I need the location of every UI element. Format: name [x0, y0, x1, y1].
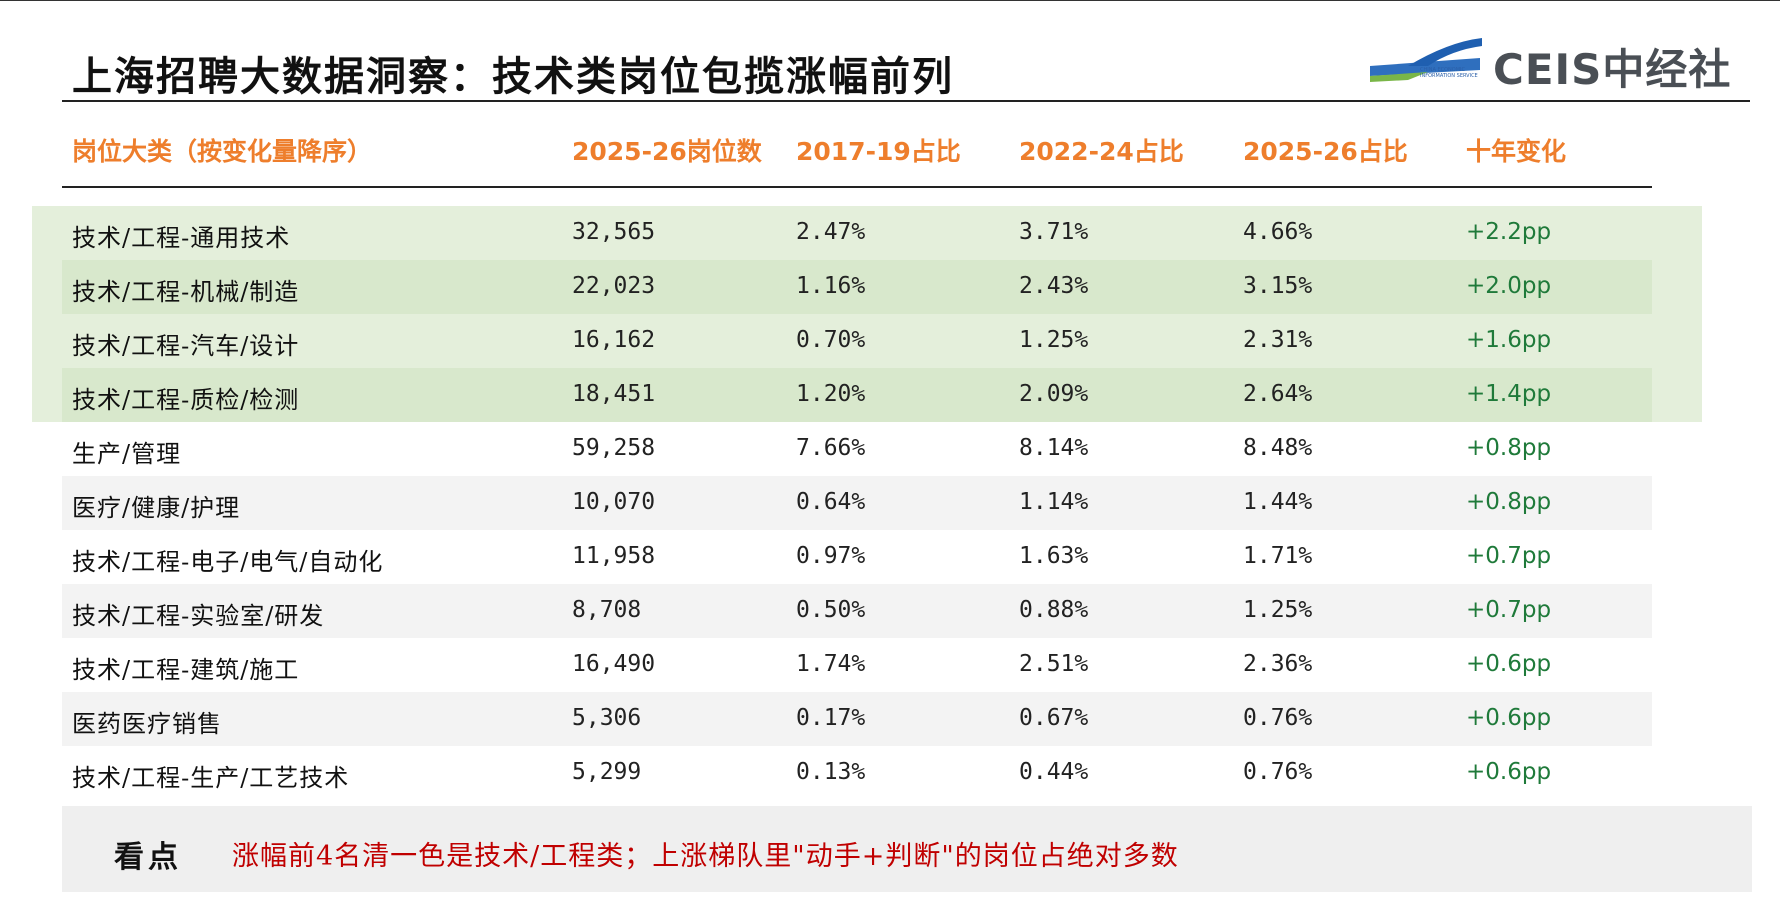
- row-count: 11,958: [572, 543, 656, 569]
- header-share-2022: 2022-24占比: [1019, 137, 1184, 166]
- row-category: 技术/工程-实验室/研发: [72, 602, 325, 630]
- row-count: 5,306: [572, 705, 642, 731]
- page-title: 上海招聘大数据洞察：技术类岗位包揽涨幅前列: [72, 53, 954, 100]
- row-share-2017: 0.13%: [796, 759, 866, 785]
- row-category: 技术/工程-电子/电气/自动化: [72, 548, 384, 576]
- row-share-2017: 0.97%: [796, 543, 866, 569]
- row-share-2022: 3.71%: [1019, 219, 1089, 245]
- row-share-2025: 3.15%: [1243, 273, 1313, 299]
- row-category: 技术/工程-生产/工艺技术: [72, 764, 350, 792]
- logo-subtitle: CHINA ECONOMIC INFORMATION SERVICE: [1420, 67, 1478, 79]
- table-body: 技术/工程-通用技术 32,565 2.47% 3.71% 4.66% +2.2pp 技术/…: [62, 206, 1652, 800]
- row-share-2022: 0.44%: [1019, 759, 1089, 785]
- row-change: +0.7pp: [1466, 543, 1552, 569]
- row-share-2022: 8.14%: [1019, 435, 1089, 461]
- row-change: +1.4pp: [1466, 381, 1552, 407]
- row-share-2022: 1.14%: [1019, 489, 1089, 515]
- row-share-2022: 1.25%: [1019, 327, 1089, 353]
- row-count: 22,023: [572, 273, 656, 299]
- table-row: 技术/工程-通用技术 32,565 2.47% 3.71% 4.66% +2.2pp: [62, 206, 1652, 260]
- row-count: 10,070: [572, 489, 656, 515]
- row-share-2025: 1.44%: [1243, 489, 1313, 515]
- table-row: 技术/工程-实验室/研发 8,708 0.50% 0.88% 1.25% +0.7pp: [62, 584, 1652, 638]
- table-row: 医疗/健康/护理 10,070 0.64% 1.14% 1.44% +0.8pp: [62, 476, 1652, 530]
- row-change: +0.8pp: [1466, 435, 1552, 461]
- row-share-2025: 0.76%: [1243, 759, 1313, 785]
- row-category: 生产/管理: [72, 440, 182, 468]
- callout-text: 涨幅前4名清一色是技术/工程类；上涨梯队里"动手+判断"的岗位占绝对多数: [232, 841, 1179, 872]
- row-share-2017: 1.16%: [796, 273, 866, 299]
- table-row: 技术/工程-电子/电气/自动化 11,958 0.97% 1.63% 1.71% +0.7…: [62, 530, 1652, 584]
- row-share-2022: 2.43%: [1019, 273, 1089, 299]
- table-row: 技术/工程-建筑/施工 16,490 1.74% 2.51% 2.36% +0.6pp: [62, 638, 1652, 692]
- header-count: 2025-26岗位数: [572, 137, 762, 166]
- row-share-2025: 2.36%: [1243, 651, 1313, 677]
- header-category: 岗位大类（按变化量降序）: [72, 137, 373, 166]
- row-share-2025: 1.25%: [1243, 597, 1313, 623]
- row-category: 医药医疗销售: [72, 710, 222, 738]
- row-share-2017: 0.50%: [796, 597, 866, 623]
- header-share-2017: 2017-19占比: [796, 137, 961, 166]
- row-category: 技术/工程-建筑/施工: [72, 656, 300, 684]
- table-row: 医药医疗销售 5,306 0.17% 0.67% 0.76% +0.6pp: [62, 692, 1652, 746]
- row-count: 16,490: [572, 651, 656, 677]
- row-count: 32,565: [572, 219, 656, 245]
- row-count: 59,258: [572, 435, 656, 461]
- table-row: 技术/工程-质检/检测 18,451 1.20% 2.09% 2.64% +1.4pp: [62, 368, 1652, 422]
- row-share-2017: 2.47%: [796, 219, 866, 245]
- table-row: 技术/工程-汽车/设计 16,162 0.70% 1.25% 2.31% +1.6pp: [62, 314, 1652, 368]
- row-change: +0.6pp: [1466, 705, 1552, 731]
- row-category: 技术/工程-质检/检测: [72, 386, 300, 414]
- header-share-2025: 2025-26占比: [1243, 137, 1408, 166]
- title-divider: [62, 100, 1750, 102]
- row-share-2017: 1.20%: [796, 381, 866, 407]
- row-count: 5,299: [572, 759, 642, 785]
- row-category: 技术/工程-机械/制造: [72, 278, 300, 306]
- row-change: +0.6pp: [1466, 651, 1552, 677]
- row-share-2025: 4.66%: [1243, 219, 1313, 245]
- row-change: +2.2pp: [1466, 219, 1552, 245]
- row-share-2017: 1.74%: [796, 651, 866, 677]
- row-share-2025: 2.64%: [1243, 381, 1313, 407]
- table-row: 技术/工程-生产/工艺技术 5,299 0.13% 0.44% 0.76% +0.6pp: [62, 746, 1652, 800]
- logo-swoosh-icon: [1370, 38, 1482, 82]
- row-share-2022: 1.63%: [1019, 543, 1089, 569]
- row-share-2022: 2.09%: [1019, 381, 1089, 407]
- table-row: 技术/工程-机械/制造 22,023 1.16% 2.43% 3.15% +2.0pp: [62, 260, 1652, 314]
- row-category: 技术/工程-汽车/设计: [72, 332, 300, 360]
- row-change: +1.6pp: [1466, 327, 1552, 353]
- row-share-2025: 0.76%: [1243, 705, 1313, 731]
- row-share-2025: 2.31%: [1243, 327, 1313, 353]
- row-share-2022: 2.51%: [1019, 651, 1089, 677]
- row-share-2017: 0.64%: [796, 489, 866, 515]
- top-border-line: [0, 0, 1780, 1]
- row-category: 技术/工程-通用技术: [72, 224, 291, 252]
- row-count: 18,451: [572, 381, 656, 407]
- row-share-2017: 0.70%: [796, 327, 866, 353]
- row-change: +2.0pp: [1466, 273, 1552, 299]
- row-share-2025: 1.71%: [1243, 543, 1313, 569]
- row-change: +0.7pp: [1466, 597, 1552, 623]
- row-count: 16,162: [572, 327, 656, 353]
- row-change: +0.8pp: [1466, 489, 1552, 515]
- row-share-2017: 7.66%: [796, 435, 866, 461]
- row-count: 8,708: [572, 597, 642, 623]
- row-change: +0.6pp: [1466, 759, 1552, 785]
- ceis-logo: CHINA ECONOMIC INFORMATION SERVICE CEIS中…: [1368, 36, 1753, 94]
- callout-box: 看点 涨幅前4名清一色是技术/工程类；上涨梯队里"动手+判断"的岗位占绝对多数: [62, 806, 1752, 892]
- row-category: 医疗/健康/护理: [72, 494, 241, 522]
- header-change: 十年变化: [1466, 137, 1567, 166]
- data-table: 岗位大类（按变化量降序） 2025-26岗位数 2017-19占比 2022-2…: [62, 118, 1652, 188]
- row-share-2022: 0.67%: [1019, 705, 1089, 731]
- row-share-2017: 0.17%: [796, 705, 866, 731]
- row-share-2022: 0.88%: [1019, 597, 1089, 623]
- logo-wordmark: CEIS中经社: [1493, 45, 1732, 94]
- table-header: 岗位大类（按变化量降序） 2025-26岗位数 2017-19占比 2022-2…: [62, 118, 1652, 188]
- row-share-2025: 8.48%: [1243, 435, 1313, 461]
- callout-label: 看点: [114, 840, 182, 875]
- table-row: 生产/管理 59,258 7.66% 8.14% 8.48% +0.8pp: [62, 422, 1652, 476]
